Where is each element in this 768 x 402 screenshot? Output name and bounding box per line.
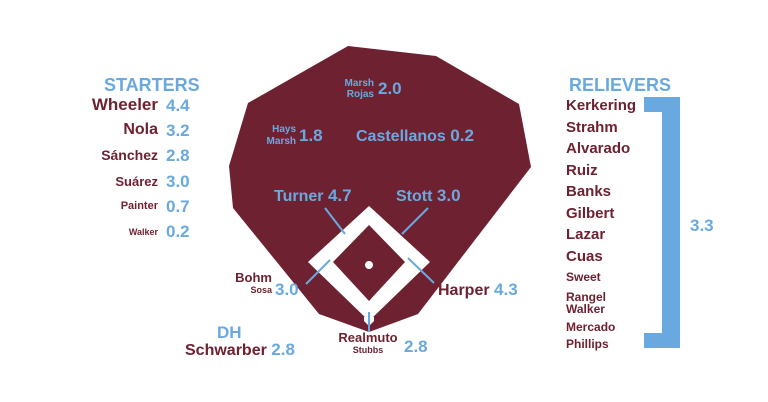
starter-war: 0.7 [166,197,190,216]
c-war: 2.8 [404,337,428,356]
reliever-name: Kerkering [566,97,637,114]
3b-backup: Sosa [250,285,272,295]
rf-war: 0.2 [450,126,474,145]
bohm-leader [305,259,331,285]
turner-leader [324,207,346,235]
starter-name: Wheeler [91,95,158,114]
dh-label: DH [217,323,242,342]
cf-backup: Rojas [346,89,374,100]
reliever-name: Walker [566,302,605,316]
rf-block: Castellanos 0.2 [356,126,474,146]
cf-name: Marsh [344,78,374,89]
3b-block: Bohm Sosa [220,270,272,296]
dh-block: Schwarber 2.8 [185,340,295,360]
starter-name: Painter [120,200,158,212]
c-name: Realmuto [338,330,398,345]
1b-name: Harper [438,282,490,299]
ss-name: Turner [274,188,324,205]
2b-name: Stott [396,188,433,205]
1b-block: Harper 4.3 [438,280,518,300]
reliever-name: Gilbert [566,205,615,222]
starter-name: Sánchez [101,147,158,163]
harper-leader [407,257,435,284]
2b-war: 3.0 [436,186,461,205]
starter-name: Suárez [115,174,158,189]
stott-leader [401,207,429,235]
relievers-bracket [644,97,680,348]
reliever-name: Ruiz [566,162,598,179]
reliever-name: Banks [566,183,612,200]
reliever-name: Rangel [566,290,607,304]
reliever-name: Lazar [566,226,606,243]
starter-war: 4.4 [166,96,190,115]
relievers-war: 3.3 [690,216,714,235]
reliever-name: Cuas [566,248,603,265]
cf-war: 2.0 [378,79,402,98]
reliever-name: Mercado [566,320,616,334]
lf-war: 1.8 [299,126,323,145]
pitchers-mound [365,261,373,269]
ss-war: 4.7 [327,186,352,205]
lf-name: Hays [272,124,296,135]
lf-backup: Marsh [266,136,296,147]
starter-war: 2.8 [166,146,190,165]
reliever-name: Strahm [566,119,618,136]
starter-name: Walker [128,227,158,237]
reliever-name: Alvarado [566,140,631,157]
1b-war: 4.3 [494,280,518,299]
starter-name: Nola [123,121,158,138]
rf-name: Castellanos [356,128,446,145]
2b-block: Stott 3.0 [396,186,461,206]
c-block: Realmuto Stubbs [333,331,403,357]
dh-war: 2.8 [271,340,295,359]
ss-block: Turner 4.7 [274,186,352,206]
starters-header: STARTERS [104,75,200,95]
cf-block: Marsh Rojas [326,78,374,100]
3b-name: Bohm [235,270,272,285]
starter-war: 3.0 [166,172,190,191]
reliever-name: Phillips [566,337,609,351]
lf-block: Hays Marsh [248,124,296,148]
3b-war: 3.0 [275,280,299,299]
dh-name: Schwarber [185,342,267,359]
starter-war: 3.2 [166,121,190,140]
c-backup: Stubbs [352,345,384,355]
outfield [229,46,531,332]
starter-war: 0.2 [166,222,190,241]
relievers-header: RELIEVERS [569,75,672,95]
reliever-name: Sweet [566,270,601,284]
